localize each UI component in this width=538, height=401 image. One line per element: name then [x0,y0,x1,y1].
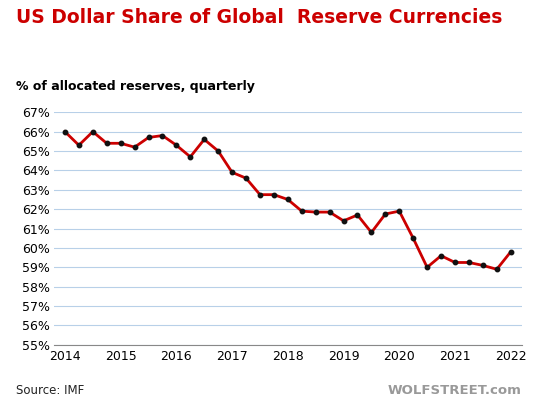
Text: Source: IMF: Source: IMF [16,384,84,397]
Text: % of allocated reserves, quarterly: % of allocated reserves, quarterly [16,80,255,93]
Text: WOLFSTREET.com: WOLFSTREET.com [388,384,522,397]
Text: US Dollar Share of Global  Reserve Currencies: US Dollar Share of Global Reserve Curren… [16,8,502,27]
